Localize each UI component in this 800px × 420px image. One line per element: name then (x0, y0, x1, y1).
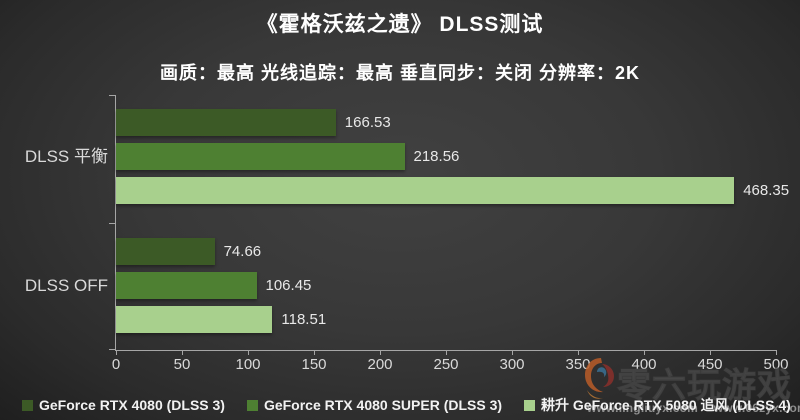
legend: GeForce RTX 4080 (DLSS 3) GeForce RTX 408… (22, 395, 800, 415)
x-axis-tick-label: 500 (763, 356, 789, 373)
value-label: 166.53 (344, 114, 391, 131)
legend-item-1: GeForce RTX 4080 (DLSS 3) (22, 397, 225, 413)
chart-title: 《霍格沃兹之遗》 DLSS测试 (256, 13, 544, 36)
x-axis-tick-label: 0 (111, 356, 121, 373)
legend-label: GeForce RTX 4080 SUPER (DLSS 3) (263, 397, 503, 413)
legend-item-2: GeForce RTX 4080 SUPER (DLSS 3) (246, 397, 503, 413)
x-axis-tick-label: 450 (697, 356, 723, 373)
watermark-text: 零六玩游戏 (617, 367, 792, 406)
watermark-swirl-logo-icon (583, 356, 619, 407)
x-axis-tick (512, 350, 513, 355)
watermark-urls: www.lingliuyx.com www.06zyx.com (587, 401, 800, 415)
value-label: 74.66 (223, 243, 262, 260)
x-axis-tick-label: 150 (301, 356, 327, 373)
value-label: 218.56 (413, 148, 460, 165)
x-axis-tick (248, 350, 249, 355)
legend-swatch-icon (22, 399, 33, 411)
x-axis-tick (380, 350, 381, 355)
legend-swatch-icon (246, 399, 258, 411)
category-label: DLSS OFF (24, 276, 108, 295)
x-axis-tick-label: 250 (433, 356, 459, 373)
legend-swatch-icon (524, 399, 536, 411)
bar-3-group-1 (116, 177, 735, 204)
x-axis-tick-label: 50 (173, 356, 191, 373)
value-label: 118.51 (281, 311, 327, 328)
bar-2-group-1 (116, 143, 405, 170)
x-axis-tick (314, 350, 315, 355)
x-axis-tick-label: 350 (565, 356, 591, 373)
x-axis-tick (644, 350, 645, 355)
x-axis-tick-label: 400 (631, 356, 657, 373)
bar-3-group-2 (116, 306, 273, 333)
x-axis-tick (446, 350, 447, 355)
x-axis-tick (578, 350, 579, 355)
y-axis-tick (109, 95, 116, 96)
x-axis-tick-label: 100 (235, 356, 261, 373)
plot-area: 166.53 218.56 468.35 DLSS 平衡 74.66 106.45 118.… (25, 95, 789, 373)
x-axis-tick (116, 350, 117, 355)
x-axis-tick-label: 300 (499, 356, 525, 373)
legend-item-3: 耕升 GeForce RTX 5080 追风 (DLSS 4) (524, 395, 791, 415)
value-label: 468.35 (743, 182, 790, 199)
category-label: DLSS 平衡 (24, 147, 108, 166)
y-axis-tick (109, 349, 116, 350)
y-axis-tick (109, 222, 116, 224)
value-label: 106.45 (265, 277, 312, 294)
x-axis-tick (710, 350, 711, 355)
chart-subtitle: 画质：最高 光线追踪：最高 垂直同步：关闭 分辨率：2K (159, 63, 640, 83)
bar-1-group-1 (116, 109, 336, 136)
x-axis-tick-label: 200 (367, 356, 393, 373)
legend-label: GeForce RTX 4080 (DLSS 3) (39, 397, 225, 413)
x-axis-tick (776, 350, 777, 355)
bar-1-group-2 (116, 238, 215, 265)
legend-label: 耕升 GeForce RTX 5080 追风 (DLSS 4) (541, 397, 791, 413)
bar-2-group-2 (116, 272, 257, 299)
x-axis-tick (182, 350, 183, 355)
